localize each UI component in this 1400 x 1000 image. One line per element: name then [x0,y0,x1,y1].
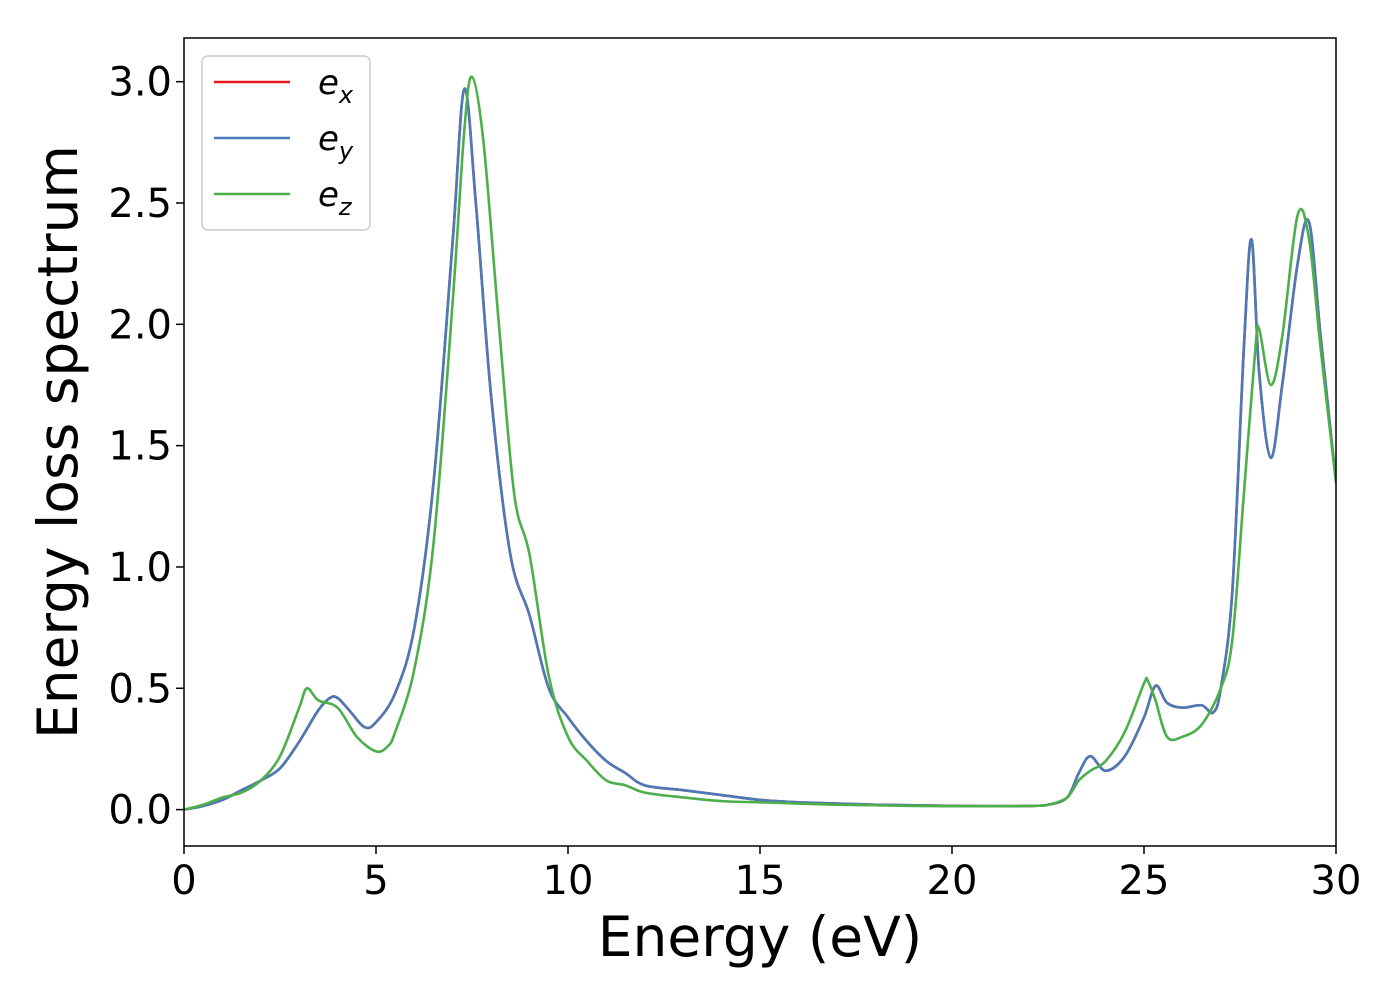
x-axis: 0 5 10 15 20 25 30 [171,846,1361,904]
x-axis-title: Energy (eV) [598,905,922,969]
y-tick-label: 3.0 [108,60,172,106]
legend-label-e-y: ey [318,119,354,165]
legend-box [201,55,371,231]
series-line-e-y [184,87,1336,811]
legend-label-subscript: y [338,137,354,165]
series-line-e-z [184,75,1336,811]
y-tick-label: 2.5 [108,181,172,227]
legend-label-e-z: ez [318,175,353,221]
y-tick-label: 2.0 [108,302,172,348]
x-tick-label: 5 [363,858,388,904]
x-tick-label: 30 [1311,858,1362,904]
x-tick-label: 0 [171,858,196,904]
x-tick-label: 20 [927,858,978,904]
legend-label-subscript: x [338,81,354,109]
x-tick-label: 25 [1119,858,1170,904]
y-axis: 0.0 0.5 1.0 1.5 2.0 2.5 3.0 [108,60,184,834]
legend-label-subscript: z [338,193,353,221]
x-tick-label: 10 [543,858,594,904]
legend-label-base: e [318,175,339,215]
y-tick-label: 0.5 [108,666,172,712]
y-tick-label: 1.0 [108,545,172,591]
legend-label-base: e [318,63,339,103]
y-tick-label: 1.5 [108,424,172,470]
y-tick-label: 0.0 [108,788,172,834]
series-layer [184,75,1336,811]
legend-label-base: e [318,119,339,159]
legend-label-e-x: ex [318,63,354,109]
y-axis-title: Energy loss spectrum [26,145,90,739]
x-tick-label: 15 [735,858,786,904]
